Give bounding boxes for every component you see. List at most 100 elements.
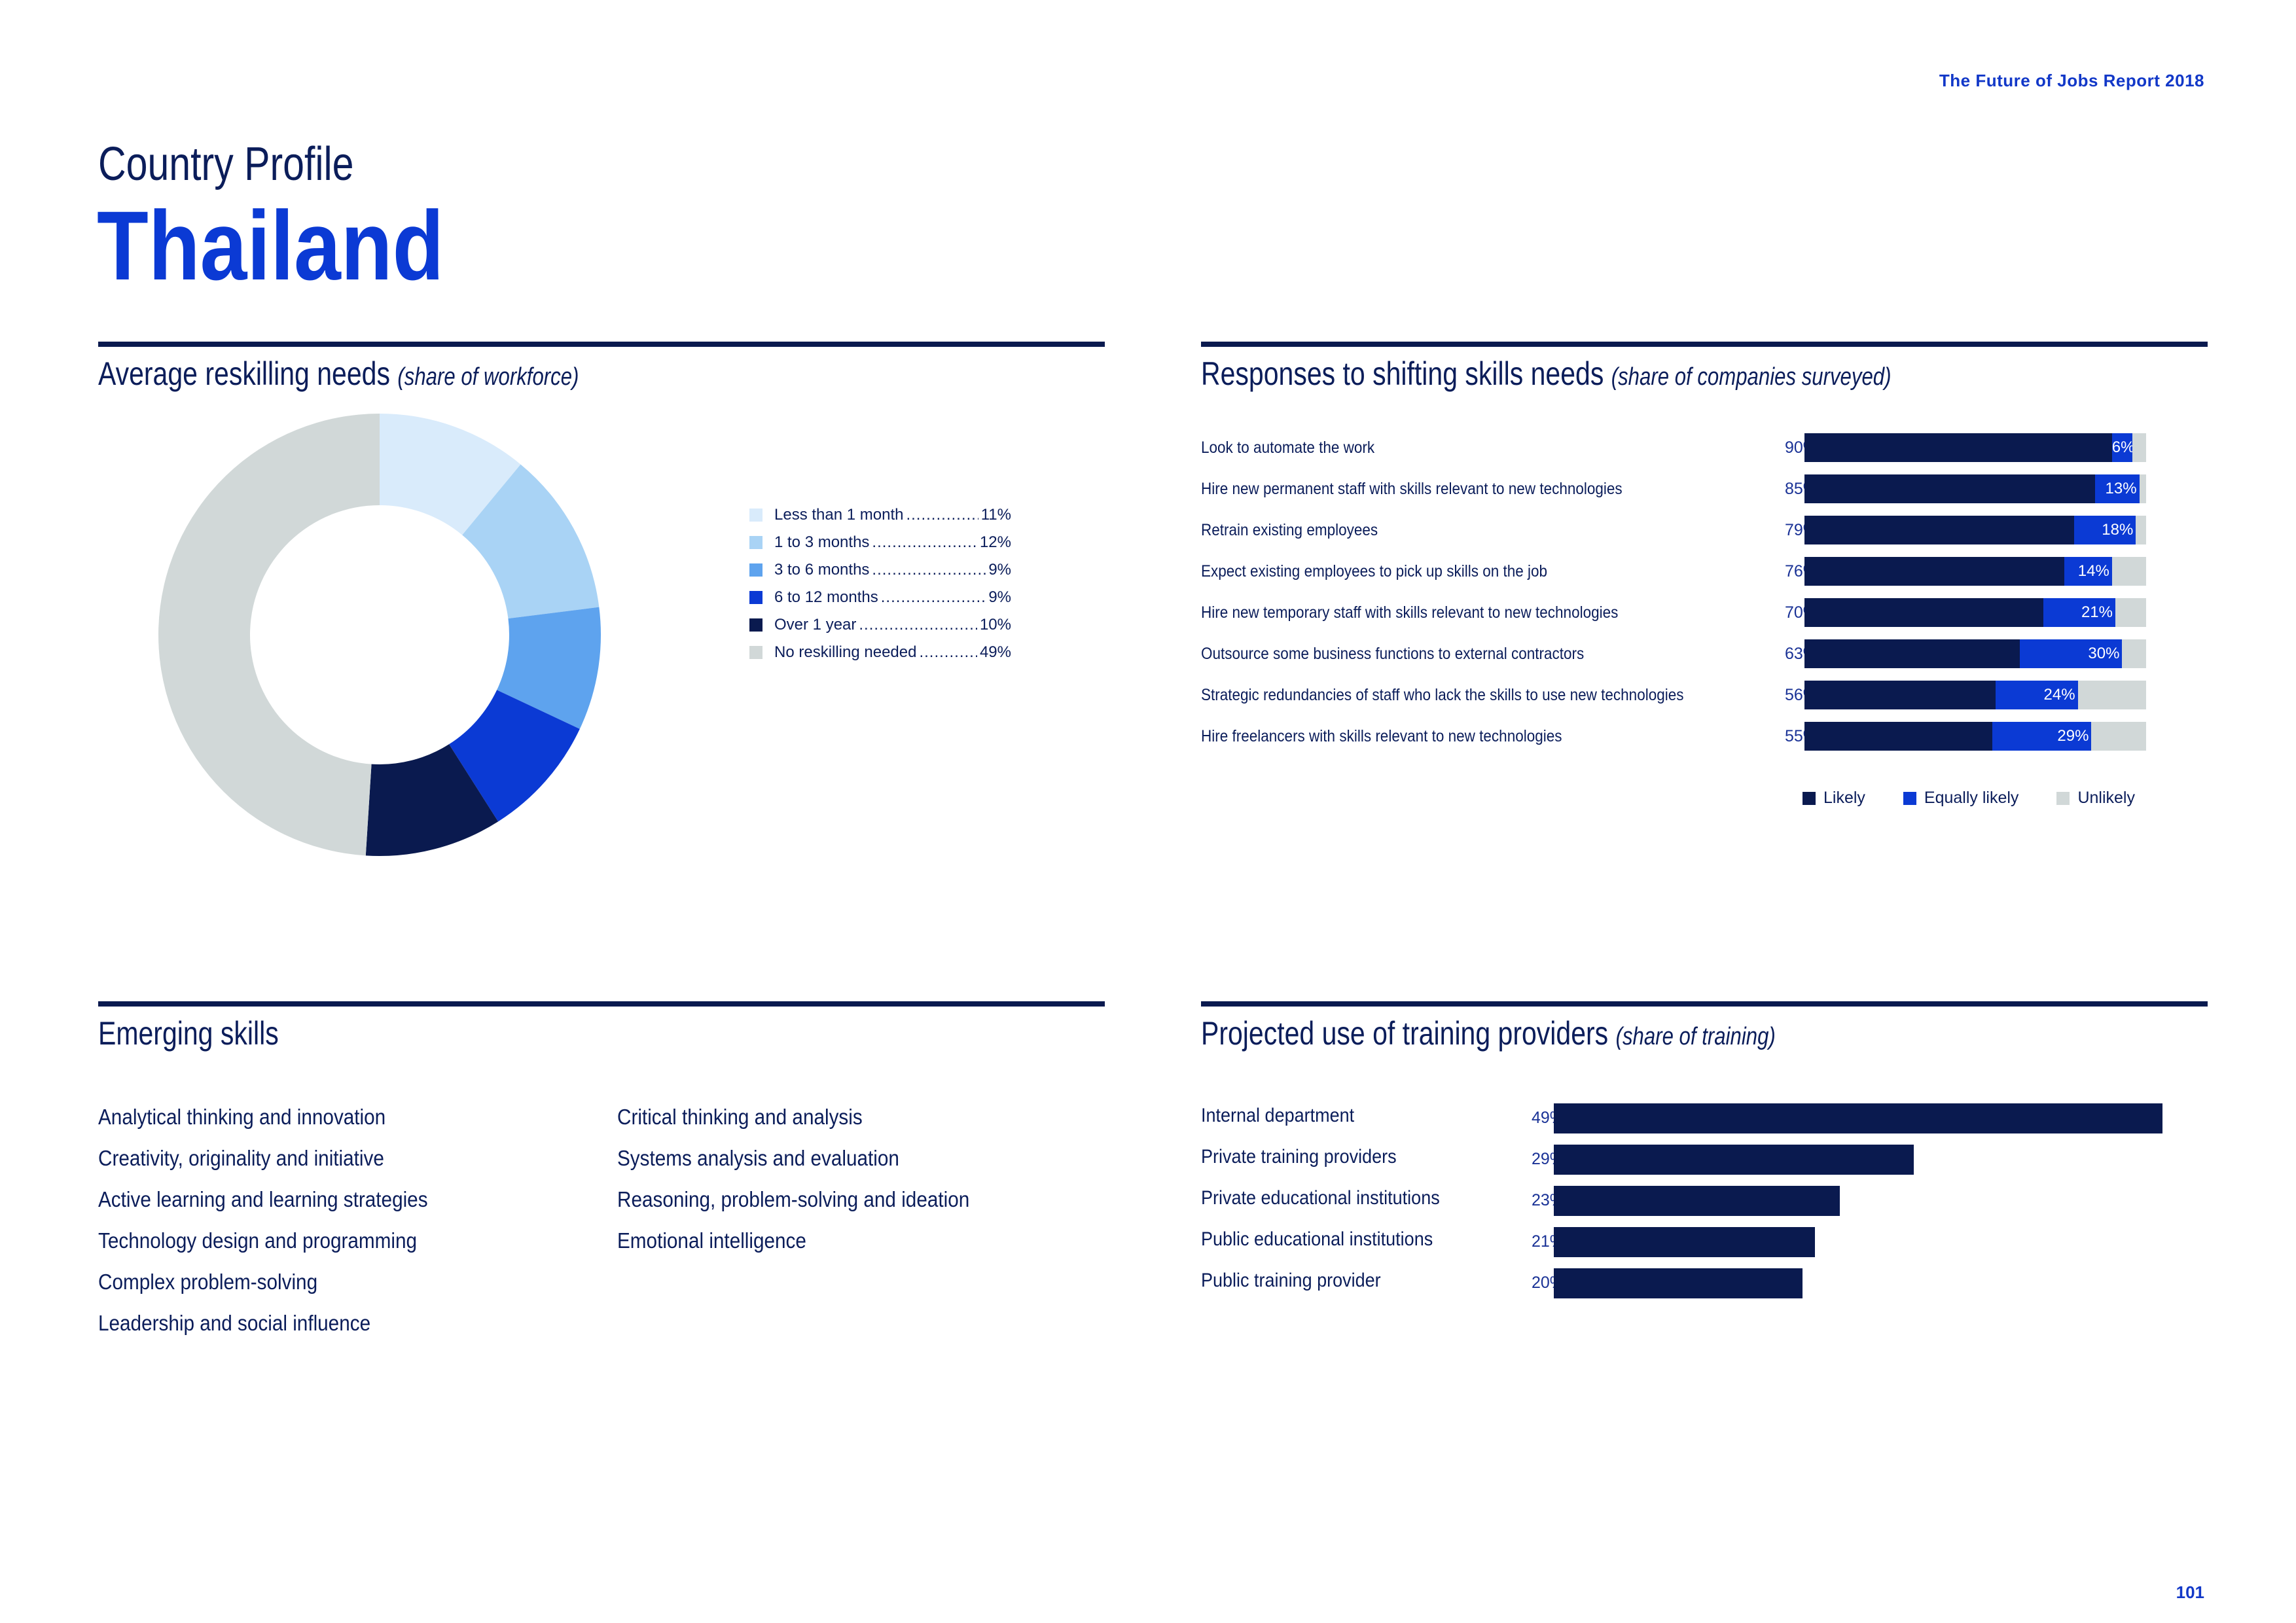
section-rule-reskilling <box>98 342 1105 347</box>
emerging-skill: Systems analysis and evaluation <box>617 1146 899 1170</box>
bar-unlikely <box>2115 598 2146 627</box>
report-title: The Future of Jobs Report 2018 <box>1939 71 2204 90</box>
emerging-skill: Leadership and social influence <box>98 1311 371 1335</box>
donut-slice-1-to-3-months <box>462 464 600 619</box>
section-rule-emerging <box>98 1001 1105 1007</box>
donut-slice-over-1-year <box>365 744 499 856</box>
emerging-skill: Technology design and programming <box>98 1228 418 1253</box>
bar-equally-likely: 30% <box>2019 639 2123 668</box>
page-number: 101 <box>2176 1582 2204 1602</box>
emerging-skill: Critical thinking and analysis <box>617 1105 863 1129</box>
legend-item: 3 to 6 months 9% <box>749 556 1011 584</box>
bar-likely <box>1804 516 2075 544</box>
legend-swatch <box>749 591 762 604</box>
response-label: Hire freelancers with skills relevant to… <box>1201 727 1562 745</box>
legend-leader-dots <box>872 533 977 552</box>
training-title-text: Projected use of training providers <box>1201 1015 1609 1052</box>
legend-swatch <box>749 508 762 522</box>
reskilling-title-text: Average reskilling needs <box>98 355 390 392</box>
training-title: Projected use of training providers (sha… <box>1201 1014 1776 1052</box>
donut-slice-no-reskilling-needed <box>158 414 380 856</box>
bar-equally-likely-label: 24% <box>2043 686 2075 704</box>
emerging-skill: Creativity, originality and initiative <box>98 1146 384 1170</box>
bar-unlikely <box>2091 722 2146 751</box>
legend-label: 3 to 6 months <box>774 561 870 579</box>
emerging-title: Emerging skills <box>98 1015 279 1052</box>
bar-likely <box>1804 681 1996 709</box>
legend-label: Less than 1 month <box>774 506 904 524</box>
legend-swatch <box>2056 791 2070 805</box>
response-label: Outsource some business functions to ext… <box>1201 645 1585 663</box>
legend-swatch <box>749 563 762 577</box>
response-label: Retrain existing employees <box>1201 521 1378 539</box>
reskilling-legend: Less than 1 month 11% 1 to 3 months 12% 3 to… <box>749 501 1011 666</box>
legend-label: Over 1 year <box>774 616 857 633</box>
training-bar <box>1554 1227 1815 1257</box>
emerging-skills-column-2: Critical thinking and analysis Systems an… <box>617 1105 1009 1270</box>
reskilling-subtitle: (share of workforce) <box>397 363 579 391</box>
response-row: Outsource some business functions to ext… <box>1201 639 2222 686</box>
training-label: Private educational institutions <box>1201 1187 1440 1209</box>
legend-value: 9% <box>988 561 1011 579</box>
responses-legend-item: Unlikely <box>2056 789 2135 808</box>
bar-equally-likely: 14% <box>2064 557 2112 586</box>
donut-slice-less-than-1-month <box>380 414 521 535</box>
bar-unlikely <box>2111 557 2146 586</box>
bar-unlikely <box>2132 433 2146 462</box>
bar-equally-likely: 13% <box>2094 474 2140 503</box>
legend-value: 12% <box>979 533 1011 551</box>
legend-swatch <box>1903 791 1916 805</box>
bar-equally-likely: 21% <box>2043 598 2115 627</box>
bar-equally-likely-label: 29% <box>2057 727 2089 745</box>
bar-equally-likely-label: 14% <box>2077 562 2109 580</box>
legend-item: Over 1 year 10% <box>749 611 1011 639</box>
legend-leader-dots <box>859 616 977 634</box>
bar-likely <box>1804 639 2020 668</box>
response-label: Expect existing employees to pick up ski… <box>1201 562 1548 580</box>
response-row: Hire new permanent staff with skills rel… <box>1201 474 2222 521</box>
response-label: Hire new temporary staff with skills rel… <box>1201 603 1619 622</box>
legend-swatch <box>749 618 762 632</box>
bar-equally-likely-label: 13% <box>2105 480 2137 497</box>
legend-item: No reskilling needed 49% <box>749 639 1011 666</box>
bar-likely <box>1804 557 2064 586</box>
bar-equally-likely: 18% <box>2074 516 2136 544</box>
emerging-skill: Reasoning, problem-solving and ideation <box>617 1187 970 1211</box>
bar-likely <box>1804 474 2095 503</box>
response-row: Hire new temporary staff with skills rel… <box>1201 598 2222 645</box>
response-row: Hire freelancers with skills relevant to… <box>1201 722 2222 768</box>
training-label: Public training provider <box>1201 1270 1381 1291</box>
section-rule-training <box>1201 1001 2208 1007</box>
emerging-skill: Complex problem-solving <box>98 1270 318 1294</box>
bar-likely <box>1804 598 2044 627</box>
legend-leader-dots <box>906 506 978 524</box>
training-bar <box>1554 1145 1914 1175</box>
bar-equally-likely-label: 30% <box>2088 645 2120 662</box>
section-rule-responses <box>1201 342 2208 347</box>
response-row: Look to automate the work 90% 6% <box>1201 433 2222 480</box>
training-bar <box>1554 1103 2162 1133</box>
training-label: Public educational institutions <box>1201 1228 1433 1250</box>
responses-legend-item: Equally likely <box>1903 789 2018 808</box>
legend-leader-dots <box>919 643 977 662</box>
training-subtitle: (share of training) <box>1615 1023 1776 1050</box>
reskilling-donut-chart <box>158 414 601 856</box>
bar-unlikely <box>2136 516 2146 544</box>
bar-unlikely <box>2077 681 2146 709</box>
training-bar <box>1554 1268 1803 1298</box>
responses-legend-item: Likely <box>1803 789 1865 808</box>
bar-equally-likely: 6% <box>2111 433 2134 462</box>
donut-slice-3-to-6-months <box>497 607 601 729</box>
legend-swatch <box>1803 791 1816 805</box>
bar-likely <box>1804 433 2112 462</box>
emerging-skills-column-1: Analytical thinking and innovation Creati… <box>98 1105 465 1352</box>
response-label: Hire new permanent staff with skills rel… <box>1201 480 1623 498</box>
legend-item: Less than 1 month 11% <box>749 501 1011 529</box>
emerging-skill: Active learning and learning strategies <box>98 1187 428 1211</box>
legend-item: 6 to 12 months 9% <box>749 584 1011 611</box>
bar-equally-likely-label: 18% <box>2102 521 2134 539</box>
bar-equally-likely: 29% <box>1992 722 2092 751</box>
bar-unlikely <box>2122 639 2146 668</box>
legend-value: 10% <box>979 616 1011 633</box>
profile-label: Country Profile <box>98 138 354 190</box>
